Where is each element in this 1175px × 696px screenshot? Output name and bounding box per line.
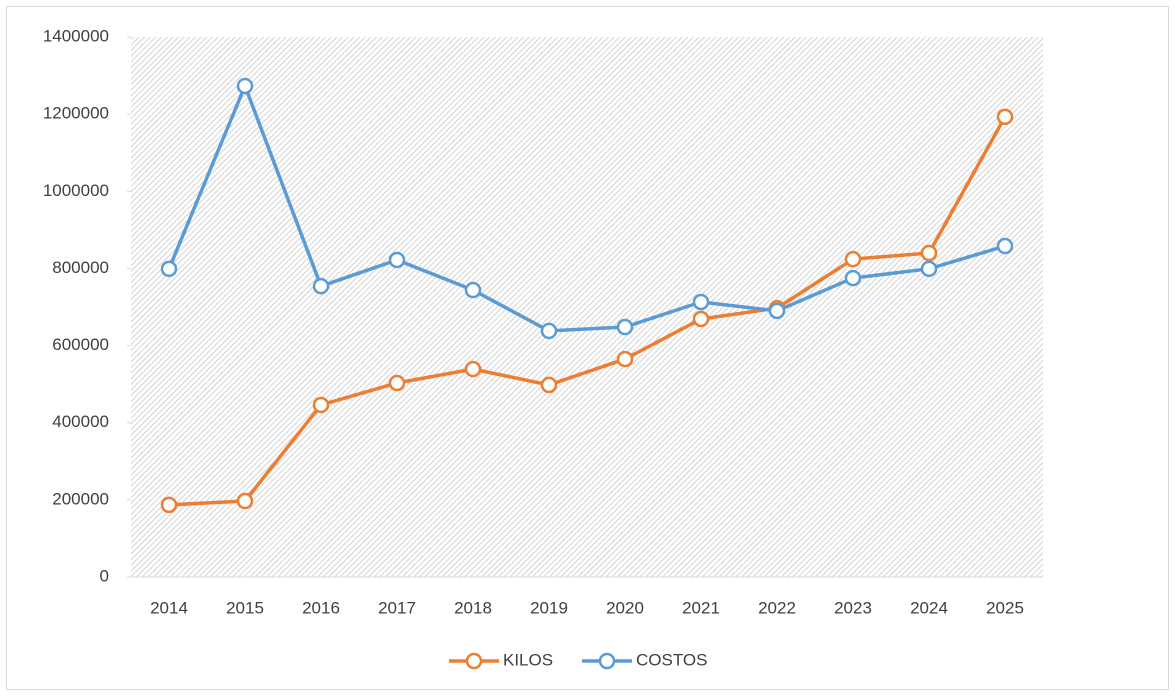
legend-label: COSTOS (636, 650, 707, 669)
point-marker (996, 237, 1014, 255)
point-marker (388, 251, 406, 269)
point-marker (464, 360, 482, 378)
y-tick-label: 0 (100, 566, 109, 585)
point-marker (616, 350, 634, 368)
point-marker (692, 293, 710, 311)
point-marker (920, 244, 938, 262)
x-tick-label: 2023 (834, 598, 872, 617)
point-marker (160, 260, 178, 278)
point-marker (160, 496, 178, 514)
y-tick-label: 800000 (52, 258, 109, 277)
y-tick-label: 400000 (52, 412, 109, 431)
legend-label: KILOS (503, 650, 553, 669)
point-marker (464, 281, 482, 299)
point-marker (312, 396, 330, 414)
x-tick-label: 2021 (682, 598, 720, 617)
point-marker (540, 376, 558, 394)
point-marker (996, 108, 1014, 126)
legend-marker (465, 652, 483, 670)
y-tick-label: 1400000 (43, 26, 109, 45)
x-tick-label: 2018 (454, 598, 492, 617)
x-tick-label: 2025 (986, 598, 1024, 617)
point-marker (540, 322, 558, 340)
series-line (168, 115, 1007, 507)
x-tick-label: 2017 (378, 598, 416, 617)
x-tick-label: 2020 (606, 598, 644, 617)
x-tick-label: 2019 (530, 598, 568, 617)
point-marker (616, 318, 634, 336)
point-marker (844, 250, 862, 268)
point-marker (768, 302, 786, 320)
x-tick-label: 2024 (910, 598, 948, 617)
x-tick-label: 2015 (226, 598, 264, 617)
point-marker (236, 492, 254, 510)
point-marker (236, 77, 254, 95)
y-tick-label: 200000 (52, 489, 109, 508)
plot-area (131, 37, 1043, 577)
y-tick-label: 1000000 (43, 181, 109, 200)
x-tick-label: 2022 (758, 598, 796, 617)
y-tick-label: 600000 (52, 335, 109, 354)
y-tick-label: 1200000 (43, 104, 109, 123)
x-tick-label: 2014 (150, 598, 188, 617)
series-line (167, 84, 1006, 333)
legend-marker (598, 652, 616, 670)
x-tick-label: 2016 (302, 598, 340, 617)
point-marker (920, 260, 938, 278)
point-marker (312, 277, 330, 295)
point-marker (388, 374, 406, 392)
point-marker (692, 310, 710, 328)
point-marker (844, 269, 862, 287)
